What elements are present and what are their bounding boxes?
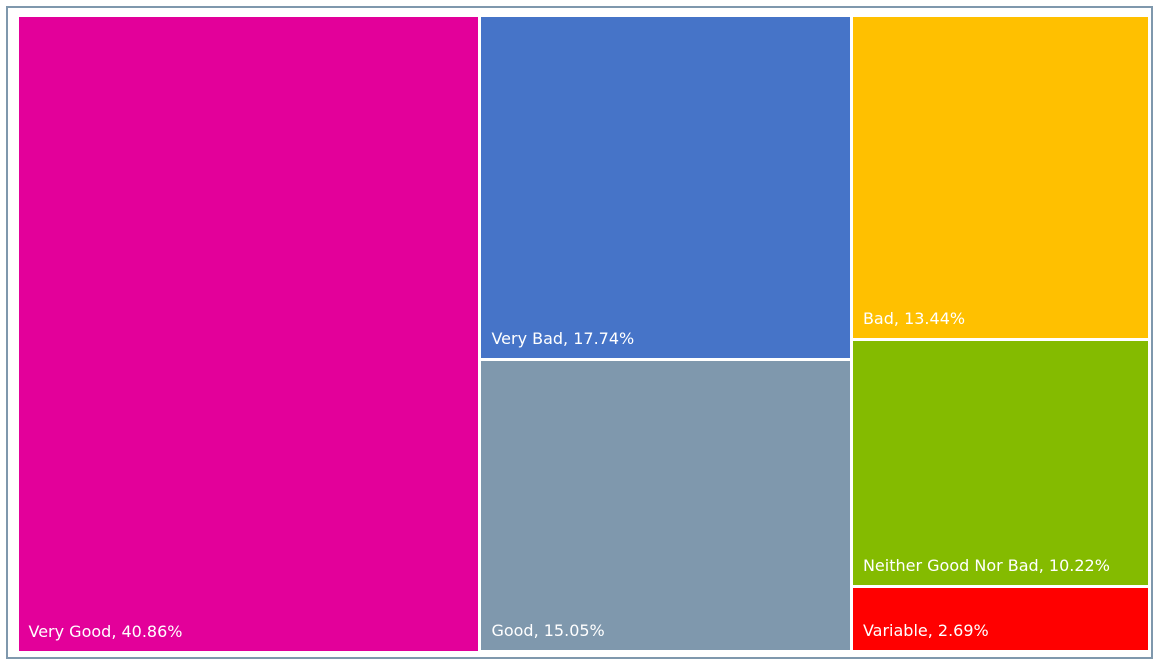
tile: Variable, 2.69%	[852, 588, 1149, 651]
tile: Bad, 13.44%	[852, 16, 1149, 339]
tile: Good, 15.05%	[481, 361, 850, 651]
tile-label: Neither Good Nor Bad, 10.22%	[862, 556, 1110, 576]
tile-label: Variable, 2.69%	[862, 621, 989, 641]
tile: Neither Good Nor Bad, 10.22%	[852, 341, 1149, 586]
tile: Very Good, 40.86%	[18, 16, 479, 651]
tile-label: Good, 15.05%	[491, 621, 605, 641]
chart-frame	[6, 6, 1153, 659]
tile: Very Bad, 17.74%	[481, 16, 850, 359]
tile-label: Very Good, 40.86%	[28, 621, 183, 641]
tile-label: Bad, 13.44%	[862, 309, 966, 329]
tile-label: Very Bad, 17.74%	[491, 329, 635, 349]
